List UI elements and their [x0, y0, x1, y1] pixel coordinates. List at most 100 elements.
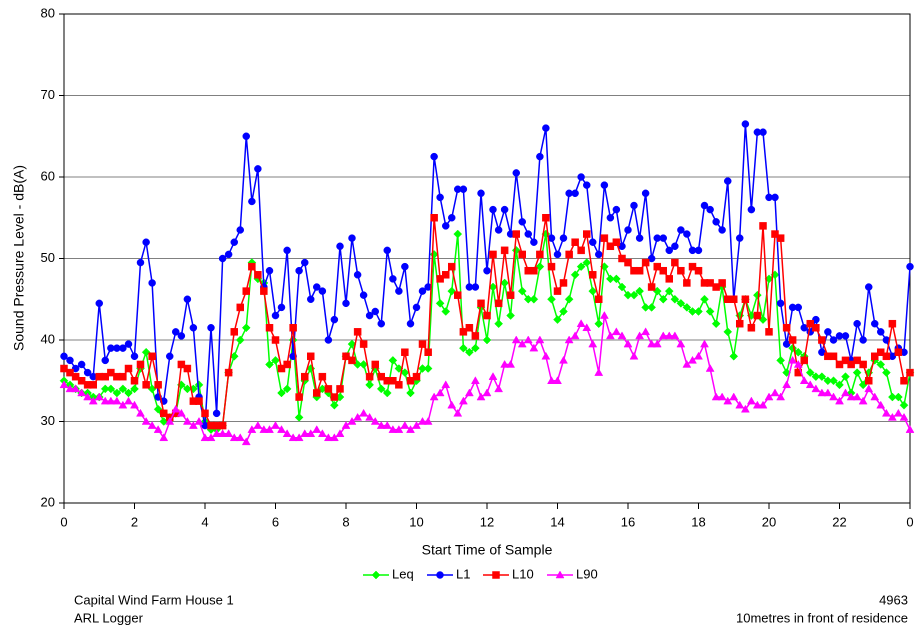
- point: [876, 360, 886, 369]
- point: [688, 262, 697, 271]
- point: [747, 205, 756, 214]
- point: [659, 266, 667, 275]
- footer-text: Capital Wind Farm House 1: [74, 592, 234, 607]
- point: [735, 400, 745, 409]
- point: [206, 433, 216, 442]
- point: [683, 230, 691, 238]
- point: [677, 226, 685, 234]
- point: [671, 242, 679, 251]
- point: [60, 364, 68, 373]
- point: [577, 173, 585, 181]
- point: [195, 397, 203, 405]
- x-tick-label: 0: [906, 514, 913, 529]
- point: [888, 392, 897, 402]
- point: [254, 165, 262, 173]
- point: [524, 230, 532, 238]
- point: [448, 262, 456, 271]
- point: [682, 303, 692, 312]
- point: [559, 279, 568, 287]
- point: [394, 425, 404, 433]
- point: [506, 359, 516, 368]
- point: [741, 120, 750, 128]
- point: [294, 433, 304, 442]
- point: [741, 295, 750, 303]
- point: [553, 250, 562, 259]
- point: [688, 355, 697, 364]
- point: [418, 340, 427, 348]
- point: [182, 416, 192, 425]
- point: [482, 388, 492, 397]
- legend-item: Leq: [363, 566, 414, 581]
- point: [571, 238, 579, 246]
- point: [518, 218, 526, 226]
- point: [705, 364, 715, 372]
- point: [247, 425, 257, 433]
- point: [899, 400, 909, 410]
- point: [160, 409, 168, 418]
- point: [148, 279, 156, 287]
- point: [599, 311, 609, 319]
- point: [283, 246, 291, 255]
- point: [370, 416, 380, 425]
- point: [829, 392, 838, 401]
- point: [776, 392, 786, 401]
- point: [553, 376, 562, 384]
- point: [118, 384, 128, 394]
- point: [277, 303, 286, 312]
- point: [401, 262, 409, 271]
- point: [464, 388, 474, 397]
- point: [906, 368, 914, 377]
- point: [559, 307, 568, 316]
- point: [130, 352, 139, 361]
- point: [583, 230, 591, 238]
- point: [776, 234, 785, 242]
- point: [95, 299, 103, 308]
- point: [489, 205, 497, 214]
- point: [289, 324, 297, 332]
- point: [536, 152, 544, 161]
- point: [124, 364, 133, 373]
- plot-frame: [63, 13, 911, 504]
- point: [835, 396, 844, 405]
- point: [718, 279, 726, 287]
- point: [670, 294, 680, 304]
- point: [77, 360, 86, 369]
- point: [500, 246, 509, 255]
- point: [353, 328, 362, 336]
- point: [652, 339, 662, 348]
- point: [377, 319, 385, 328]
- point: [647, 283, 656, 291]
- point: [752, 400, 762, 409]
- point: [242, 132, 250, 140]
- point: [371, 570, 381, 580]
- point: [453, 229, 463, 239]
- point: [740, 404, 750, 413]
- point: [353, 412, 363, 421]
- point: [371, 360, 380, 369]
- point: [582, 323, 592, 332]
- point: [141, 416, 151, 425]
- point: [423, 416, 433, 425]
- point: [906, 262, 914, 271]
- point: [254, 271, 262, 279]
- point: [829, 376, 838, 386]
- y-tick-label: 40: [41, 331, 55, 346]
- point: [382, 421, 392, 429]
- point: [301, 372, 309, 381]
- point: [336, 242, 344, 251]
- y-tick-label: 80: [41, 5, 55, 20]
- point: [530, 238, 538, 246]
- point: [71, 364, 80, 373]
- point: [782, 380, 792, 389]
- point: [800, 324, 808, 332]
- point: [470, 376, 480, 384]
- point: [771, 230, 779, 238]
- point: [471, 343, 480, 353]
- point: [235, 433, 245, 442]
- point: [141, 347, 151, 357]
- x-tick-label: 20: [762, 514, 776, 529]
- point: [436, 193, 444, 202]
- point: [788, 336, 797, 344]
- point: [494, 299, 503, 308]
- point: [735, 319, 744, 328]
